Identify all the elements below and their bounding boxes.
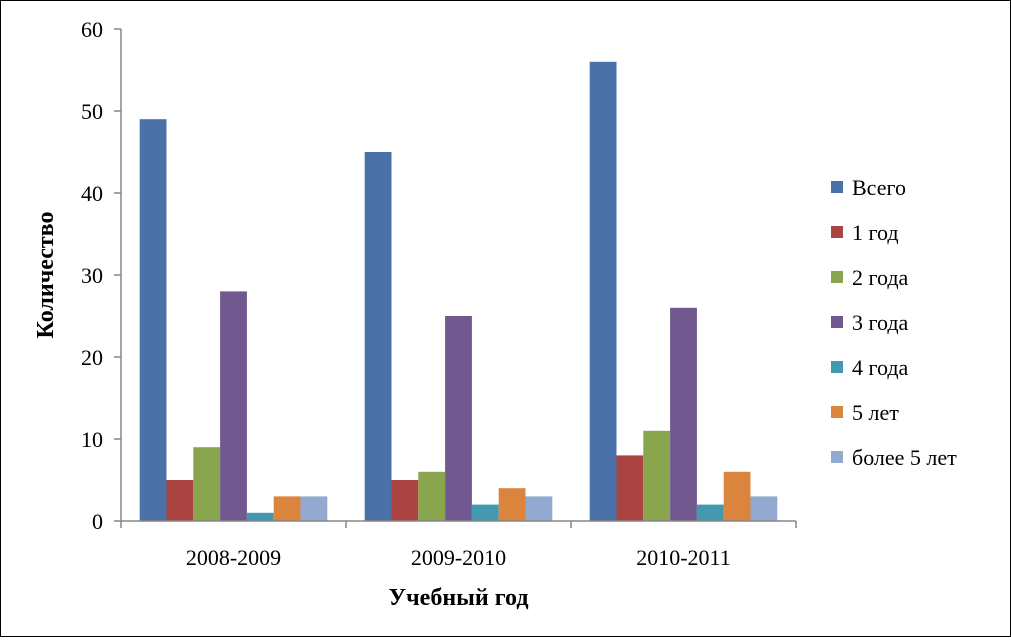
bar bbox=[498, 488, 526, 521]
legend-label: 5 лет bbox=[852, 400, 899, 425]
plot-area bbox=[139, 61, 778, 522]
bar bbox=[166, 480, 194, 521]
axis-ticks: 0 10 20 30 40 50 60 2008-2009 2009-2010 2010-2011 bbox=[81, 17, 797, 570]
bar bbox=[589, 61, 617, 522]
y-tick-label: 50 bbox=[81, 99, 103, 124]
bar bbox=[246, 512, 274, 521]
bar bbox=[670, 307, 697, 521]
legend-swatch bbox=[831, 406, 843, 418]
bar bbox=[696, 504, 724, 521]
legend-label: 4 года bbox=[852, 355, 909, 380]
y-tick-label: 10 bbox=[81, 427, 103, 452]
legend-swatch bbox=[831, 451, 843, 463]
bar bbox=[723, 471, 751, 521]
y-tick-label: 60 bbox=[81, 17, 103, 42]
legend-swatch bbox=[831, 226, 843, 238]
legend-swatch bbox=[831, 181, 843, 193]
bar bbox=[139, 119, 167, 521]
legend-label: 1 год bbox=[852, 220, 899, 245]
x-category-label: 2010-2011 bbox=[636, 545, 731, 570]
x-category-label: 2009-2010 bbox=[411, 545, 506, 570]
bar bbox=[300, 496, 328, 521]
bar bbox=[525, 496, 553, 521]
legend-label: более 5 лет bbox=[852, 445, 957, 470]
bar bbox=[643, 430, 671, 521]
legend-label: 2 года bbox=[852, 265, 909, 290]
bar bbox=[471, 504, 499, 521]
legend-swatch bbox=[831, 271, 843, 283]
y-tick-label: 20 bbox=[81, 345, 103, 370]
legend-swatch bbox=[831, 316, 843, 328]
legend: Всего 1 год 2 года 3 года 4 года 5 лет более 5… bbox=[831, 175, 957, 470]
y-tick-label: 0 bbox=[92, 509, 103, 534]
bar bbox=[418, 471, 446, 521]
legend-label: 3 года bbox=[852, 310, 909, 335]
bar bbox=[273, 496, 301, 521]
bar bbox=[391, 480, 419, 521]
y-axis-title: Количество bbox=[33, 212, 59, 339]
bar bbox=[445, 316, 472, 521]
bar bbox=[364, 152, 392, 521]
bar bbox=[750, 496, 778, 521]
bar bbox=[193, 447, 221, 521]
y-tick-label: 30 bbox=[81, 263, 103, 288]
y-tick-label: 40 bbox=[81, 181, 103, 206]
legend-label: Всего bbox=[852, 175, 906, 200]
x-axis-title: Учебный год bbox=[389, 585, 529, 611]
x-category-label: 2008-2009 bbox=[186, 545, 281, 570]
bar bbox=[616, 455, 644, 521]
bar bbox=[220, 291, 247, 521]
legend-swatch bbox=[831, 361, 843, 373]
